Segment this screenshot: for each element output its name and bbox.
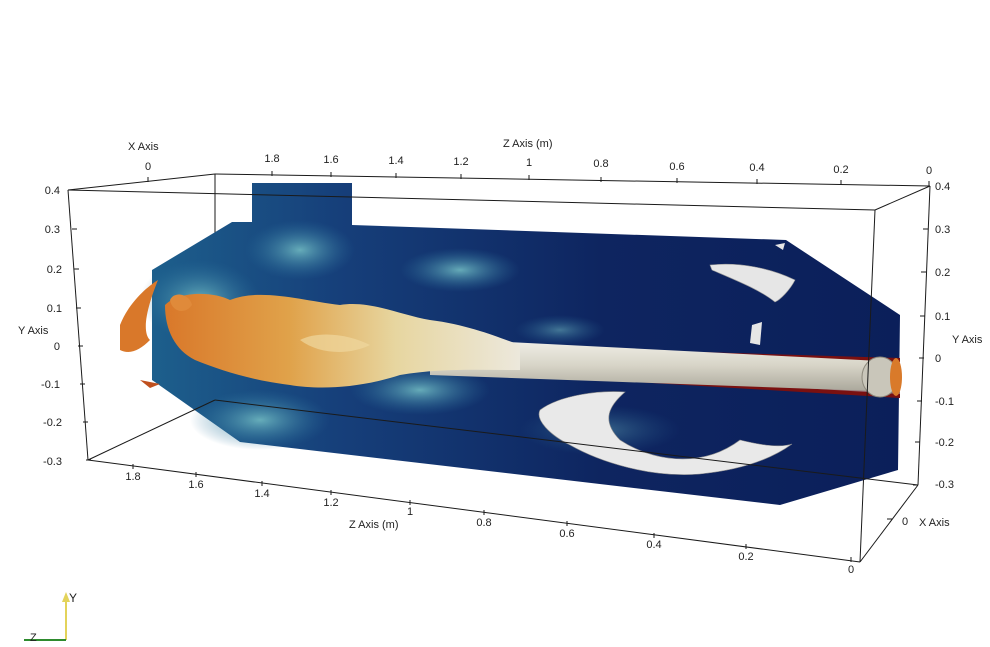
x-tick-top-label: 0	[145, 161, 151, 173]
y-tick-left-label: -0.3	[43, 456, 62, 468]
y-tick-left-label: 0.2	[47, 264, 62, 276]
y-tick-left-label: 0.4	[45, 185, 60, 197]
z-tick-bottom-label: 1.4	[254, 488, 269, 500]
orientation-y-label: Y	[69, 591, 77, 605]
y-tick-right-label: 0.1	[935, 311, 950, 323]
z-axis-title-top: Z Axis (m)	[503, 138, 553, 150]
y-axis-ticks-left: 0.4 0.3 0.2 0.1 0 -0.1 -0.2 -0.3	[41, 185, 91, 468]
y-tick-right-label: 0.2	[935, 267, 950, 279]
x-axis-ticks-right: 0	[887, 516, 908, 528]
y-tick-left-label: -0.1	[41, 379, 60, 391]
z-axis-title-bottom: Z Axis (m)	[349, 519, 399, 531]
z-tick-bottom-label: 1.6	[188, 479, 203, 491]
x-axis-ticks-top: 0	[145, 161, 151, 182]
orientation-z-label: Z	[30, 632, 37, 642]
z-tick-top-label: 1.6	[323, 154, 338, 166]
y-tick-right-label: 0.4	[935, 181, 950, 193]
z-tick-top-label: 1.2	[453, 156, 468, 168]
y-tick-left-label: 0.3	[45, 224, 60, 236]
z-axis-ticks-bottom: 1.8 1.6 1.4 1.2 1 0.8 0.6 0.4 0.2 0	[125, 464, 854, 576]
z-tick-top-label: 1.4	[388, 155, 403, 167]
isosurface-fragments	[538, 243, 796, 475]
y-tick-right-label: 0	[935, 353, 941, 365]
z-tick-top-label: 0.2	[833, 164, 848, 176]
orientation-axes-widget[interactable]: Y Z	[24, 591, 77, 644]
z-tick-bottom-label: 0.2	[738, 551, 753, 563]
bounding-box-front	[67, 185, 931, 563]
z-tick-bottom-label: 1.2	[323, 497, 338, 509]
y-tick-left-label: 0.1	[47, 303, 62, 315]
z-axis-ticks-top: 1.8 1.6 1.4 1.2 1 0.8 0.6 0.4 0.2 0	[264, 153, 932, 186]
z-tick-bottom-label: 0.8	[476, 517, 491, 529]
z-tick-bottom-label: 1	[407, 506, 413, 518]
x-axis-title-top: X Axis	[128, 141, 159, 153]
y-tick-right-label: -0.2	[935, 437, 954, 449]
y-tick-left-label: 0	[54, 341, 60, 353]
z-tick-bottom-label: 0.6	[559, 528, 574, 540]
plume-isosurface	[120, 280, 520, 388]
z-tick-top-label: 1.8	[264, 153, 279, 165]
z-tick-top-label: 0.4	[749, 162, 764, 174]
x-tick-right-label: 0	[902, 516, 908, 528]
z-tick-bottom-label: 0	[848, 564, 854, 576]
y-tick-left-label: -0.2	[43, 417, 62, 429]
z-tick-top-label: 0.6	[669, 161, 684, 173]
z-tick-bottom-label: 0.4	[646, 539, 661, 551]
y-tick-right-label: -0.1	[935, 396, 954, 408]
z-tick-bottom-label: 1.8	[125, 471, 140, 483]
jet-core	[430, 338, 902, 398]
y-axis-title-left: Y Axis	[18, 325, 49, 337]
z-tick-top-label: 0.8	[593, 158, 608, 170]
y-axis-ticks-right: 0.4 0.3 0.2 0.1 0 -0.1 -0.2 -0.3	[913, 181, 954, 491]
y-axis-title-right: Y Axis	[952, 334, 983, 346]
z-tick-top-label: 0	[926, 165, 932, 177]
z-tick-top-label: 1	[526, 157, 532, 169]
x-axis-title-right: X Axis	[919, 517, 950, 529]
y-tick-right-label: 0.3	[935, 224, 950, 236]
y-tick-right-label: -0.3	[935, 479, 954, 491]
